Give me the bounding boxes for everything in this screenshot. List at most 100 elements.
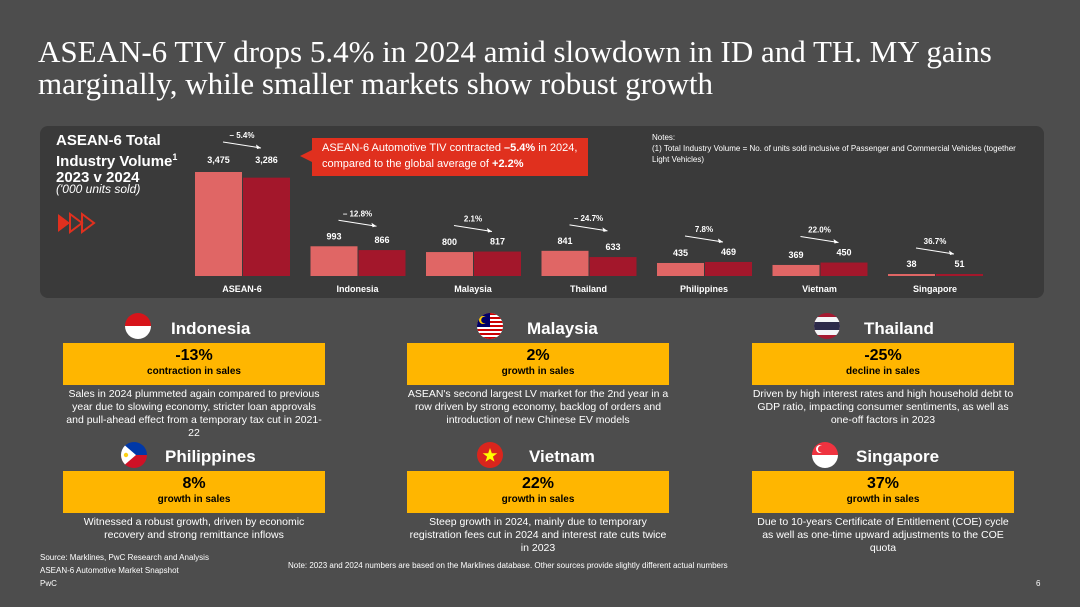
country-name: Thailand — [864, 319, 934, 338]
category-label: Thailand — [570, 284, 607, 294]
country-description: Sales in 2024 plummeted again compared t… — [66, 388, 322, 439]
country-description: Steep growth in 2024, mainly due to temp… — [409, 516, 667, 554]
chart-notes: Notes: (1) Total Industry Volume = No. of… — [652, 133, 1016, 164]
callout-pointer — [300, 150, 312, 162]
stat-box: -25% decline in sales — [752, 343, 1014, 385]
bar-2023 — [657, 262, 704, 276]
bar-2024 — [705, 261, 752, 276]
footer-report: ASEAN-6 Automotive Market Snapshot — [40, 566, 179, 575]
stat-value: -13% — [175, 347, 213, 364]
singapore-flag-icon — [812, 442, 838, 468]
data-label-2024: 469 — [721, 247, 736, 257]
country-name: Malaysia — [527, 319, 598, 338]
change-label: – 24.7% — [574, 214, 603, 223]
malaysia-flag-icon — [477, 313, 503, 339]
data-label-2023: 369 — [788, 250, 803, 260]
bar-2024 — [474, 251, 521, 276]
data-label-2023: 38 — [906, 259, 916, 269]
bar-2024 — [243, 177, 290, 276]
country-name: Philippines — [165, 447, 256, 466]
change-label: – 5.4% — [230, 131, 255, 140]
tiv-callout: ASEAN-6 Automotive TIV contracted –5.4% … — [300, 138, 588, 176]
data-label-2023: 435 — [673, 248, 688, 258]
stat-label: growth in sales — [846, 494, 920, 505]
bar-2023 — [195, 172, 242, 276]
change-arrowhead — [949, 250, 954, 255]
data-label-2024: 51 — [954, 259, 964, 269]
change-label: 2.1% — [464, 215, 482, 224]
change-arrow — [569, 224, 608, 232]
chart-title: ASEAN-6 Total Industry Volume1 2023 v 202… — [56, 132, 178, 186]
change-arrow — [453, 225, 493, 233]
category-label: Singapore — [913, 284, 957, 294]
data-label-2024: 3,286 — [255, 155, 278, 165]
footer-source: Source: Marklines, PwC Research and Anal… — [40, 553, 209, 562]
bar-2024 — [358, 250, 406, 276]
vietnam-flag-icon — [477, 442, 503, 468]
stat-box: 2% growth in sales — [407, 343, 669, 385]
bar-2024 — [589, 257, 637, 276]
change-arrow — [800, 236, 839, 244]
country-description: Driven by high interest rates and high h… — [752, 388, 1014, 426]
stat-box: -13% contraction in sales — [63, 343, 325, 385]
category-label: Philippines — [680, 284, 728, 294]
tiv-chart-panel: ASEAN-6 Total Industry Volume1 2023 v 202… — [40, 126, 1044, 298]
bar-2024 — [820, 262, 868, 276]
country-name: Singapore — [856, 447, 940, 466]
stat-label: growth in sales — [157, 494, 231, 505]
data-note: Note: 2023 and 2024 numbers are based on… — [288, 561, 728, 570]
stat-value: 37% — [866, 475, 900, 492]
country-description: Due to 10-years Certificate of Entitleme… — [757, 516, 1009, 554]
bar-2024 — [936, 274, 983, 276]
change-arrowhead — [602, 227, 608, 232]
chevron-arrows-icon — [56, 212, 106, 239]
change-arrowhead — [371, 222, 377, 228]
chart-units: ('000 units sold) — [56, 182, 141, 196]
country-name: Vietnam — [529, 447, 595, 466]
footer-brand: PwC — [40, 579, 57, 588]
data-label-2023: 841 — [557, 236, 572, 246]
page-number: 6 — [1036, 579, 1041, 588]
country-description: ASEAN's second largest LV market for the… — [407, 388, 669, 426]
thailand-flag-icon — [814, 313, 840, 339]
stat-box: 37% growth in sales — [752, 471, 1014, 513]
change-arrowhead — [718, 238, 723, 243]
data-label-2023: 3,475 — [207, 155, 230, 165]
stat-label: growth in sales — [501, 494, 575, 505]
data-label-2024: 866 — [374, 235, 389, 245]
stat-value: -25% — [864, 347, 902, 364]
change-arrow — [338, 219, 377, 227]
change-label: 22.0% — [808, 226, 831, 235]
change-label: 7.8% — [695, 225, 713, 234]
data-label-2023: 993 — [326, 231, 341, 241]
bar-2023 — [541, 250, 589, 276]
category-label: Vietnam — [802, 284, 837, 294]
change-arrowhead — [833, 239, 839, 244]
change-label: – 12.8% — [343, 209, 372, 218]
data-label-2024: 450 — [836, 248, 851, 258]
category-label: ASEAN-6 — [222, 284, 262, 294]
country-description: Witnessed a robust growth, driven by eco… — [83, 516, 305, 541]
category-label: Indonesia — [336, 284, 379, 294]
stat-box: 8% growth in sales — [63, 471, 325, 513]
stat-label: decline in sales — [846, 366, 920, 377]
change-arrow — [684, 235, 724, 243]
stat-label: growth in sales — [501, 366, 575, 377]
data-label-2024: 633 — [605, 242, 620, 252]
stat-label: contraction in sales — [147, 366, 241, 377]
category-label: Malaysia — [454, 284, 493, 294]
bar-2023 — [888, 274, 935, 276]
country-name: Indonesia — [171, 319, 251, 338]
stat-value: 8% — [182, 475, 206, 492]
stat-box: 22% growth in sales — [407, 471, 669, 513]
data-label-2024: 817 — [490, 237, 505, 247]
page-title: ASEAN-6 TIV drops 5.4% in 2024 amid slow… — [38, 34, 992, 101]
change-arrowhead — [256, 144, 261, 149]
change-arrow — [915, 247, 955, 255]
bar-2023 — [426, 252, 473, 276]
data-label-2023: 800 — [442, 237, 457, 247]
stat-value: 2% — [526, 347, 550, 364]
bar-chart: 3,475 3,286 ASEAN-6 – 5.4% 993 866 Indonesia – … — [195, 131, 983, 294]
indonesia-flag-icon — [125, 313, 151, 339]
stat-value: 22% — [521, 475, 555, 492]
